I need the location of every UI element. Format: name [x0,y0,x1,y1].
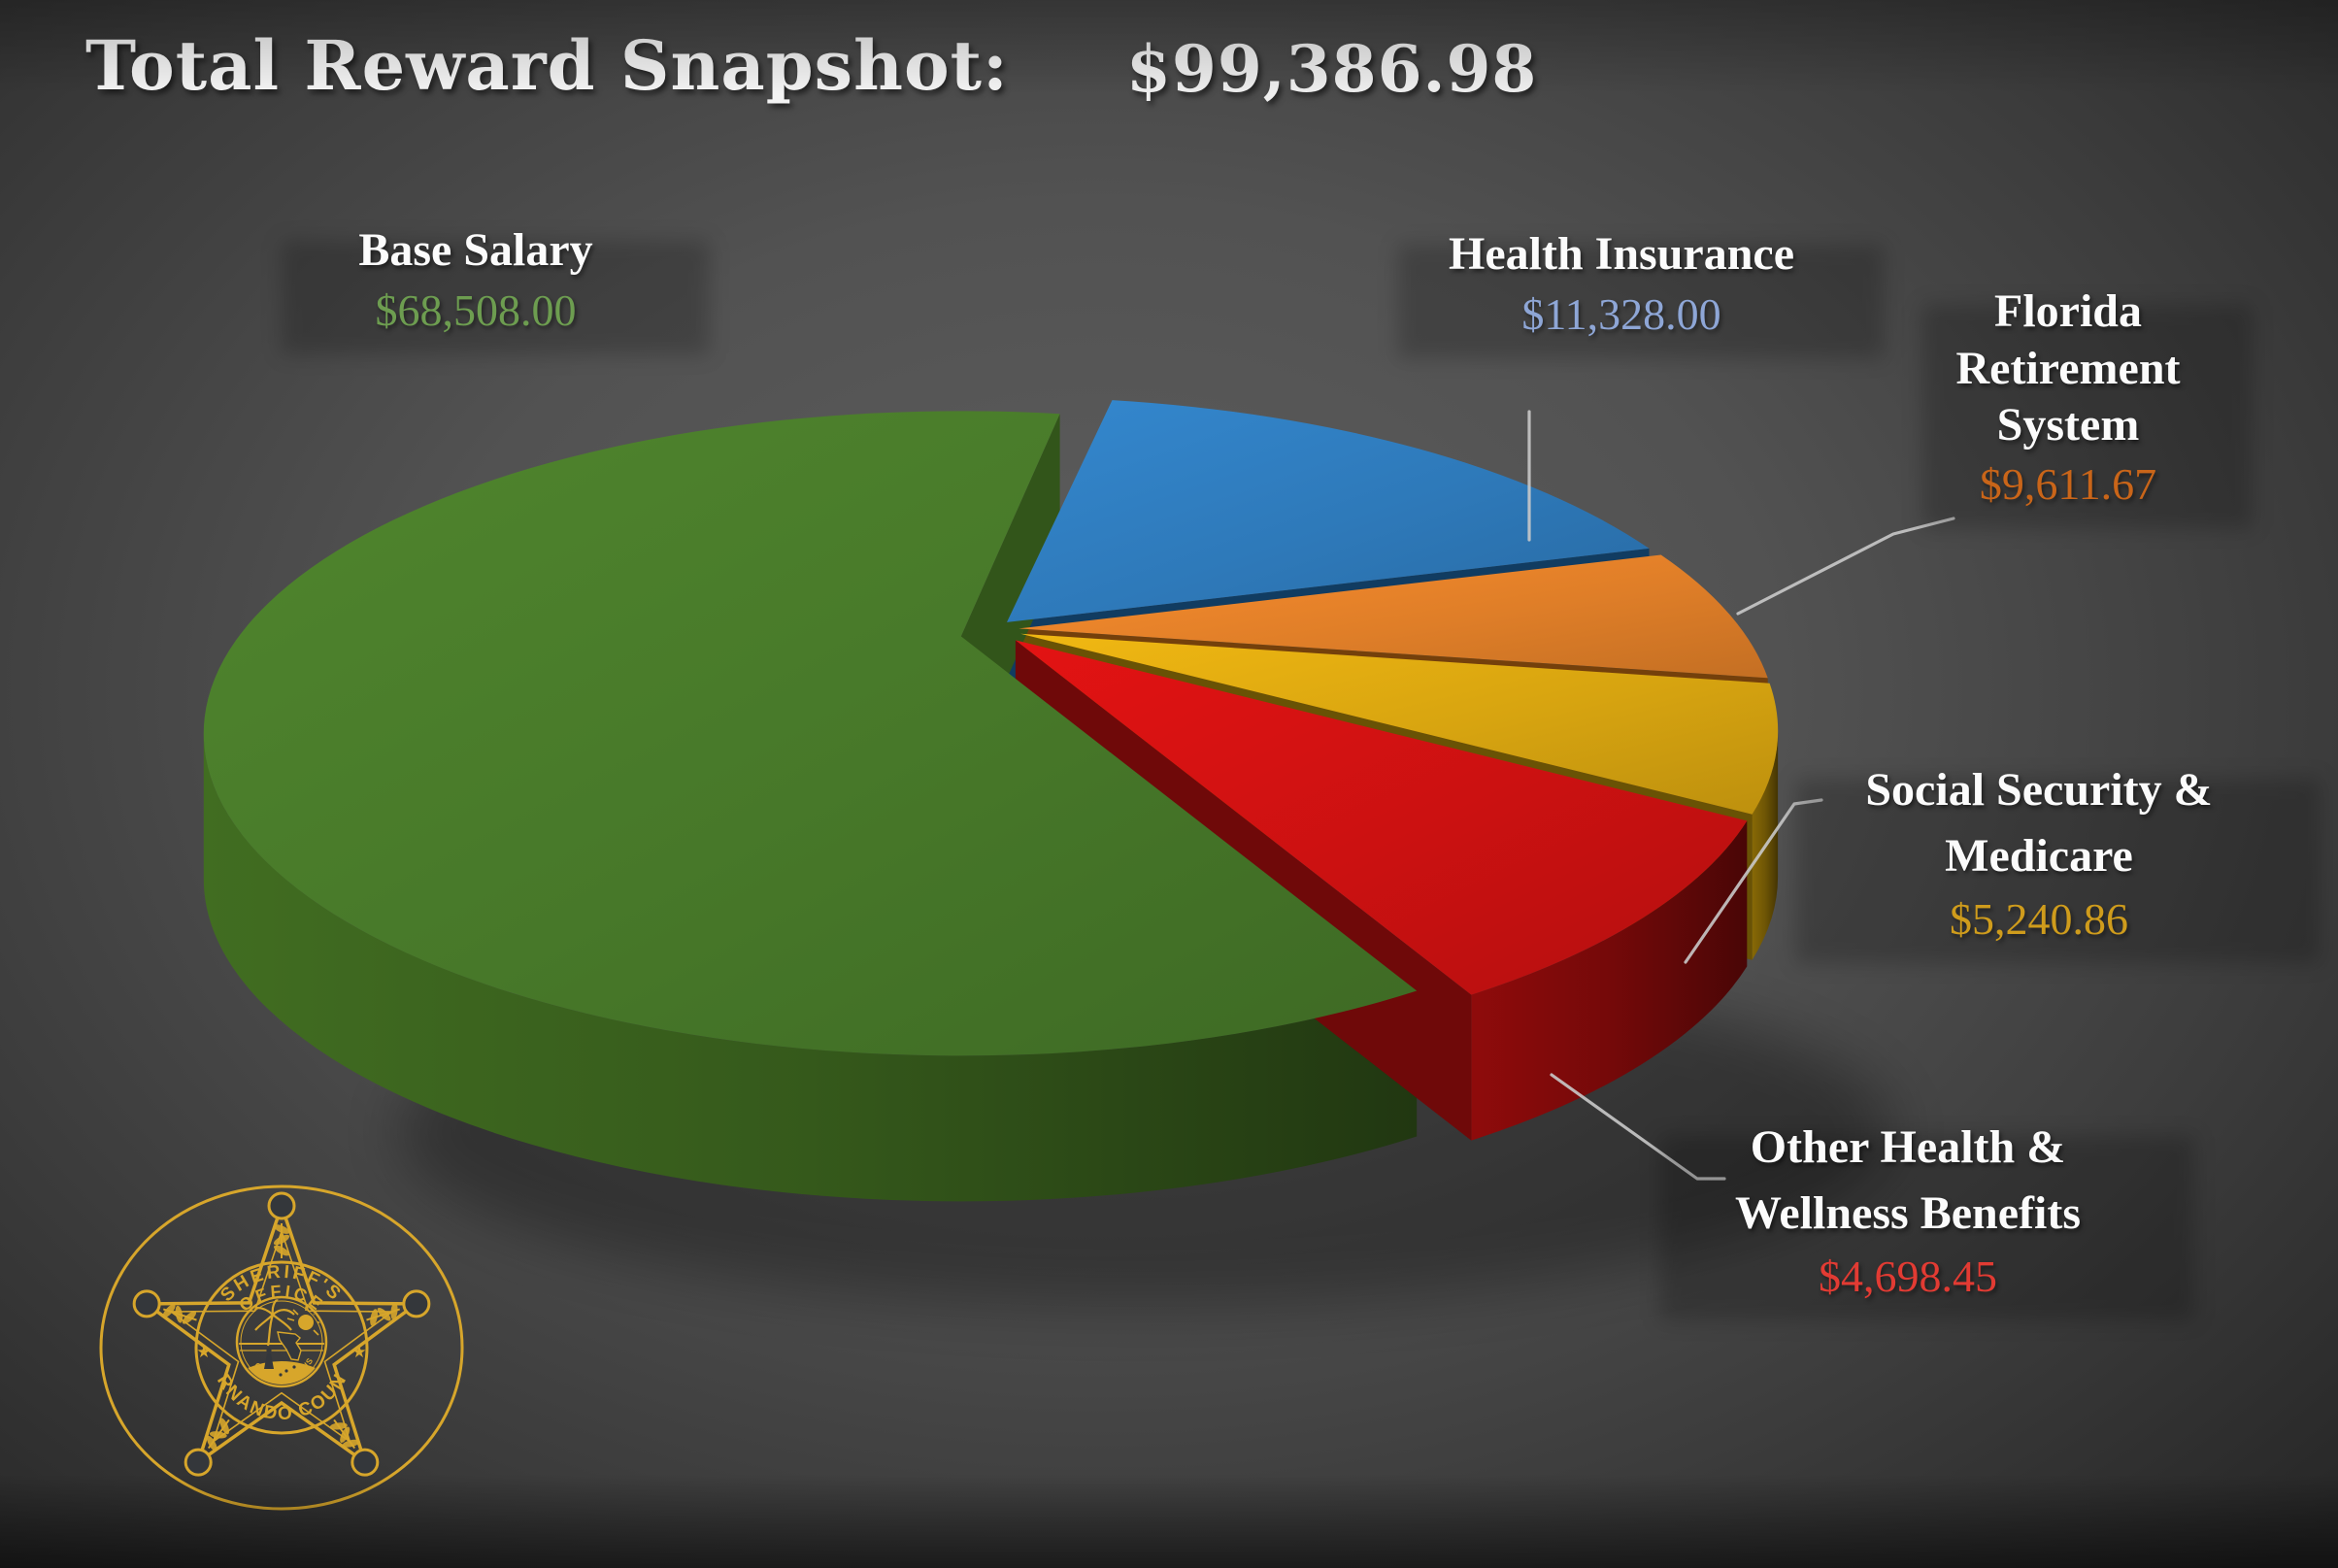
badge-emblem [235,1295,328,1388]
callout-label-line: Wellness Benefits [1735,1187,2081,1240]
callout-amount: $11,328.00 [1521,289,1721,340]
callout-label-line: Retirement [1955,342,2181,394]
callout-amount: $9,611.67 [1979,458,2157,509]
callout-amount: $4,698.45 [1819,1251,1997,1302]
callout-label-line: Florida [1994,285,2142,337]
callout-other-health-wellness: Other Health & Wellness Benefits $4,698.… [1641,1115,2175,1307]
callout-label-line: Medicare [1945,830,2133,883]
callout-florida-retirement-system: Florida Retirement System $9,611.67 [1903,284,2233,515]
callout-label-line: Base Salary [358,224,593,276]
callout-label-line: Other Health & [1750,1121,2066,1173]
callout-base-salary: Base Salary $68,508.00 [262,219,689,341]
callout-health-insurance: Health Insurance $11,328.00 [1379,223,1864,345]
badge-star-left-icon: ★ [196,1343,211,1361]
leader-line-florida-retirement-system [1736,517,1955,616]
pie-slices-group [203,400,1779,1202]
callout-label-line: System [1996,399,2140,451]
callout-label-line: Social Security & [1865,764,2213,816]
badge-florida-map [277,1331,302,1361]
badge-star-right-icon: ★ [351,1343,366,1361]
callout-label-line: Health Insurance [1448,228,1794,280]
callout-amount: $5,240.86 [1950,894,2128,945]
callout-amount: $68,508.00 [375,285,577,336]
sheriff-badge: SHERIFF'S OFFICE HERNANDO COUNTY IN GOD … [87,1165,464,1511]
callout-social-security-medicare: Social Security & Medicare $5,240.86 [1777,757,2301,950]
